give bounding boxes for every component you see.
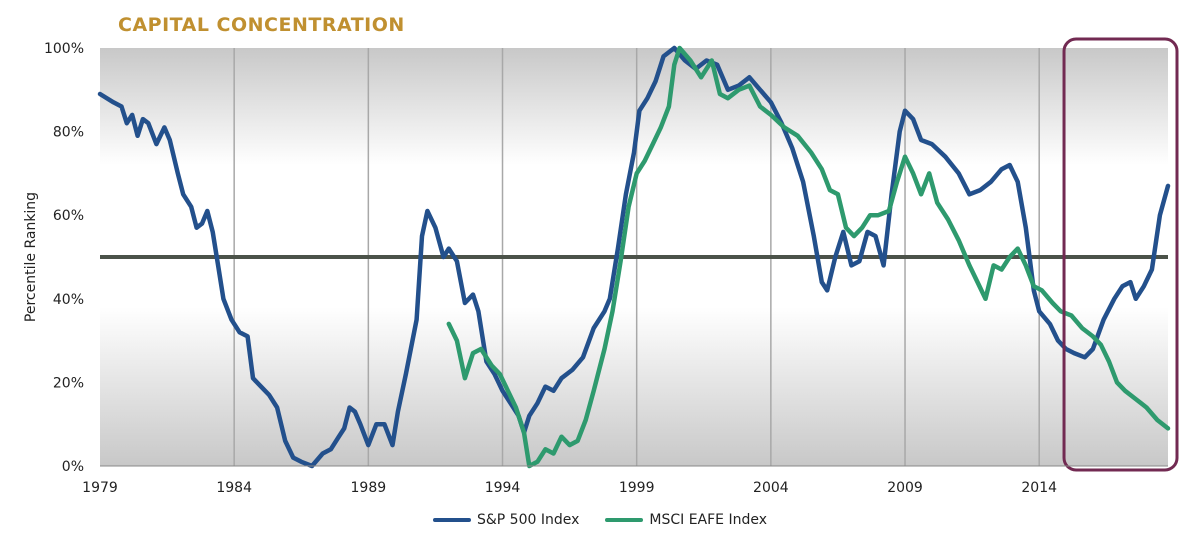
- y-tick-label: 40%: [53, 292, 84, 308]
- legend: S&P 500 Index MSCI EAFE Index: [0, 512, 1200, 528]
- y-tick-label: 60%: [53, 208, 84, 224]
- y-tick-label: 20%: [53, 375, 84, 391]
- y-tick-label: 0%: [62, 459, 84, 475]
- x-tick-label: 2014: [1021, 480, 1057, 496]
- y-axis-label: Percentile Ranking: [23, 192, 39, 322]
- legend-swatch-sp500: [432, 518, 471, 522]
- legend-item-sp500[interactable]: S&P 500 Index: [432, 512, 580, 528]
- y-tick-label: 100%: [44, 41, 84, 57]
- legend-label-eafe: MSCI EAFE Index: [649, 512, 768, 528]
- x-tick-label: 1989: [351, 480, 387, 496]
- x-tick-label: 1999: [619, 480, 655, 496]
- series-line-eafe: [446, 45, 1171, 469]
- series-line-sp500: [97, 45, 1171, 469]
- x-tick-label: 1984: [216, 480, 252, 496]
- x-tick-label: 1994: [485, 480, 521, 496]
- legend-swatch-eafe: [605, 518, 644, 522]
- x-tick-label: 1979: [82, 480, 118, 496]
- x-tick-label: 2009: [887, 480, 923, 496]
- legend-item-eafe[interactable]: MSCI EAFE Index: [605, 512, 767, 528]
- legend-label-sp500: S&P 500 Index: [476, 512, 580, 528]
- chart-title: CAPITAL CONCENTRATION: [118, 14, 405, 36]
- y-tick-label: 80%: [53, 125, 84, 141]
- x-tick-label: 2004: [753, 480, 789, 496]
- highlight-box: [1062, 37, 1179, 472]
